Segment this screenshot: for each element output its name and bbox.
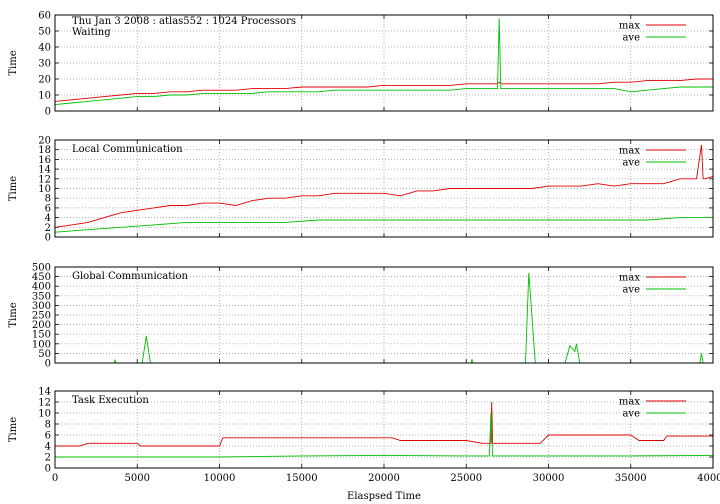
y-tick-label: 6	[45, 431, 51, 442]
x-tick-label: 15000	[286, 473, 318, 484]
plot-frame	[54, 266, 714, 364]
y-tick-label: 350	[32, 291, 51, 302]
legend-label-ave: ave	[622, 409, 640, 420]
x-tick-label: 40000	[697, 473, 720, 484]
y-tick-label: 4	[45, 442, 51, 453]
plot-frame	[54, 390, 714, 469]
y-tick-label: 0	[45, 464, 51, 475]
y-tick-label: 8	[45, 420, 51, 431]
x-tick-label: 25000	[450, 473, 482, 484]
y-tick-label: 0	[45, 359, 51, 370]
panel-label: Task Execution	[72, 395, 149, 406]
y-axis-label: Time	[8, 417, 19, 442]
y-axis-label: Time	[8, 176, 19, 201]
y-tick-label: 20	[38, 75, 51, 86]
chart-title: Thu Jan 3 2008 : atlas552 : 1024 Process…	[72, 16, 296, 27]
y-tick-label: 10	[38, 184, 51, 195]
y-tick-label: 400	[32, 282, 51, 293]
y-tick-label: 100	[32, 339, 51, 350]
series-line-max	[54, 144, 714, 228]
y-tick-label: 14	[38, 165, 51, 176]
series-line-ave	[54, 18, 713, 106]
y-tick-label: 14	[38, 387, 51, 398]
y-tick-label: 10	[38, 409, 51, 420]
y-tick-label: 8	[45, 194, 51, 205]
legend-label-max: max	[619, 273, 640, 284]
y-tick-label: 30	[38, 59, 51, 70]
y-tick-label: 200	[32, 320, 51, 331]
y-tick-label: 60	[38, 11, 51, 22]
series-line-ave	[55, 412, 714, 458]
legend-label-max: max	[619, 21, 640, 32]
y-tick-label: 16	[38, 155, 51, 166]
plot-frame	[54, 14, 714, 112]
y-tick-label: 50	[38, 349, 51, 360]
series-line-ave	[54, 217, 713, 233]
chart-panel-1: 0 10 20 30 40 50 60 Thu Jan 3 2008 : atlas552 :…	[8, 11, 714, 118]
x-tick-label: 10000	[204, 473, 236, 484]
legend-label-max: max	[619, 397, 640, 408]
y-tick-label: 2	[45, 223, 51, 234]
legend-label-ave: ave	[622, 158, 640, 169]
x-tick-label: 35000	[615, 473, 647, 484]
y-tick-label: 2	[45, 453, 51, 464]
series-line-max	[55, 401, 713, 447]
y-axis-label: Time	[8, 302, 19, 327]
series-line-max	[54, 78, 713, 102]
y-tick-label: 150	[32, 330, 51, 341]
y-tick-label: 18	[38, 145, 51, 156]
y-tick-label: 20	[38, 136, 51, 147]
x-tick-label: 5000	[125, 473, 150, 484]
x-tick-label: 30000	[533, 473, 565, 484]
y-tick-label: 12	[38, 398, 51, 409]
y-tick-label: 50	[38, 27, 51, 38]
y-tick-label: 0	[45, 233, 51, 244]
y-axis-label: Time	[8, 50, 19, 75]
y-tick-label: 12	[38, 174, 51, 185]
legend-label-max: max	[619, 146, 640, 157]
x-axis-label: Elaspsed Time	[347, 491, 421, 502]
legend-label-ave: ave	[622, 33, 640, 44]
x-tick-label: 0	[52, 473, 58, 484]
y-tick-label: 500	[32, 263, 51, 274]
y-tick-label: 4	[45, 213, 51, 224]
y-tick-label: 450	[32, 272, 51, 283]
y-tick-label: 250	[32, 311, 51, 322]
y-tick-label: 300	[32, 301, 51, 312]
legend-label-ave: ave	[622, 285, 640, 296]
panel-label: Waiting	[72, 27, 111, 38]
panel-label: Local Communication	[72, 144, 183, 155]
panel-label: Global Communication	[72, 271, 188, 282]
x-tick-label: 20000	[368, 473, 400, 484]
plot-frame	[54, 139, 714, 238]
y-tick-label: 10	[38, 91, 51, 102]
y-tick-label: 40	[38, 43, 51, 54]
y-tick-label: 0	[45, 107, 51, 118]
y-tick-label: 6	[45, 203, 51, 214]
